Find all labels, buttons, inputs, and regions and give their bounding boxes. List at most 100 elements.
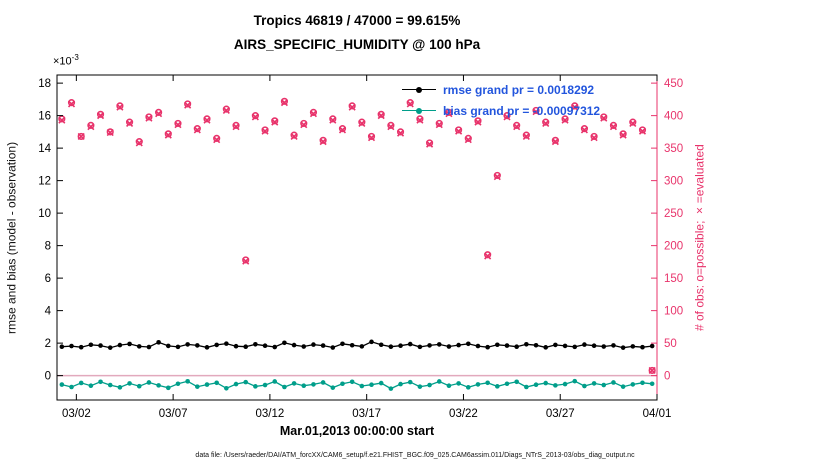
obs-evaluated-point xyxy=(87,123,95,131)
bias-point xyxy=(175,381,181,387)
y-left-tick-label: 16 xyxy=(38,111,51,123)
bias-point xyxy=(465,385,471,390)
rmse-point xyxy=(330,345,336,350)
y-right-tick-label: 300 xyxy=(664,176,683,188)
bias-point xyxy=(156,383,161,388)
left-axis-label: rmse and bias (model - observation) xyxy=(4,141,19,334)
obs-evaluated-point xyxy=(193,126,201,134)
obs-evaluated-point xyxy=(116,103,124,111)
bias-point xyxy=(591,381,597,386)
obs-possible-point xyxy=(319,136,327,144)
bias-point xyxy=(272,379,278,384)
y-right-tick-label: 250 xyxy=(664,208,683,220)
obs-possible-point xyxy=(580,125,589,133)
obs-evaluated-point xyxy=(493,173,501,181)
obs-evaluated-point xyxy=(542,119,550,127)
rmse-point xyxy=(165,343,171,349)
rmse-point xyxy=(59,344,65,350)
bias-point xyxy=(301,383,307,389)
rmse-point xyxy=(224,341,229,346)
obs-possible-point xyxy=(203,115,211,123)
obs-evaluated-point xyxy=(174,121,182,129)
obs-evaluated-point xyxy=(58,116,66,124)
bias-point xyxy=(543,380,549,386)
obs-evaluated-point xyxy=(600,114,608,122)
rmse-point xyxy=(98,343,103,348)
rmse-point xyxy=(553,342,558,348)
obs-evaluated-point xyxy=(445,110,453,118)
bias-point xyxy=(388,386,394,391)
obs-possible-point xyxy=(174,119,182,128)
obs-possible-point xyxy=(638,126,647,134)
rmse-point xyxy=(582,342,587,347)
rmse-point xyxy=(262,343,268,349)
rmse-point xyxy=(311,342,316,347)
obs-possible-point xyxy=(348,102,356,110)
rmse-point xyxy=(195,343,200,348)
rmse-point xyxy=(630,344,636,349)
obs-possible-point xyxy=(164,130,172,138)
obs-possible-point xyxy=(609,121,618,129)
rmse-point xyxy=(398,343,403,349)
obs-evaluated-point xyxy=(184,101,192,109)
obs-possible-point xyxy=(619,130,627,138)
bias-point xyxy=(495,384,500,389)
rmse-point xyxy=(495,342,500,348)
bias-point xyxy=(378,380,384,386)
obs-evaluated-point xyxy=(590,134,598,142)
rmse-point xyxy=(417,344,423,350)
rmse-point xyxy=(601,344,607,349)
rmse-point xyxy=(127,341,132,347)
obs-evaluated-point xyxy=(358,119,366,127)
exponent-base: ×10 xyxy=(53,55,72,68)
obs-evaluated-point xyxy=(251,113,259,121)
obs-evaluated-point xyxy=(67,100,76,108)
bias-point xyxy=(195,384,200,389)
obs-evaluated-point xyxy=(377,112,385,120)
obs-possible-point xyxy=(571,102,579,110)
obs-evaluated-point xyxy=(145,114,153,122)
bias-point xyxy=(611,380,616,385)
rmse-point xyxy=(214,342,219,348)
obs-possible-point xyxy=(155,108,163,116)
bias-point xyxy=(524,384,529,390)
obs-evaluated-point xyxy=(648,366,656,374)
obs-evaluated-point xyxy=(155,110,163,118)
obs-evaluated-point xyxy=(551,138,559,146)
obs-evaluated-point xyxy=(571,103,579,111)
obs-evaluated-point xyxy=(106,128,114,137)
obs-evaluated-point xyxy=(619,131,627,139)
obs-possible-point xyxy=(242,256,250,264)
rmse-point xyxy=(524,341,529,347)
right-axis-label: # of obs: o=possible; ×=evaluated xyxy=(692,144,707,331)
y-left-tick-label: 8 xyxy=(45,241,51,253)
rmse-point xyxy=(291,342,297,348)
rmse-point xyxy=(233,343,239,349)
obs-evaluated-point xyxy=(242,257,250,265)
obs-evaluated-point xyxy=(561,116,569,124)
bias-point xyxy=(456,381,461,386)
bias-point xyxy=(69,384,74,390)
rmse-point xyxy=(427,343,432,348)
obs-possible-point xyxy=(396,128,405,136)
obs-evaluated-point xyxy=(271,118,279,126)
legend-entry-bias: bias grand pr = -0.00097312 xyxy=(402,100,600,121)
bias-point xyxy=(649,381,655,387)
obs-possible-point xyxy=(309,108,318,116)
figure-subtitle: AIRS_SPECIFIC_HUMIDITY @ 100 hPa xyxy=(233,37,481,52)
obs-possible-point xyxy=(600,113,608,121)
figure-title: Tropics 46819 / 47000 = 99.615% xyxy=(253,13,461,28)
obs-evaluated-point xyxy=(300,121,308,129)
obs-evaluated-point xyxy=(135,139,143,147)
y-left-tick-label: 10 xyxy=(38,208,51,220)
rmse-marker-sample xyxy=(416,86,422,93)
bias-point xyxy=(98,379,103,385)
obs-possible-point xyxy=(425,139,434,147)
bias-point xyxy=(291,381,297,386)
bias-point xyxy=(601,382,607,388)
rmse-point xyxy=(340,341,345,347)
obs-possible-point xyxy=(222,105,230,113)
bias-point xyxy=(640,380,645,386)
bias-point xyxy=(136,383,142,389)
